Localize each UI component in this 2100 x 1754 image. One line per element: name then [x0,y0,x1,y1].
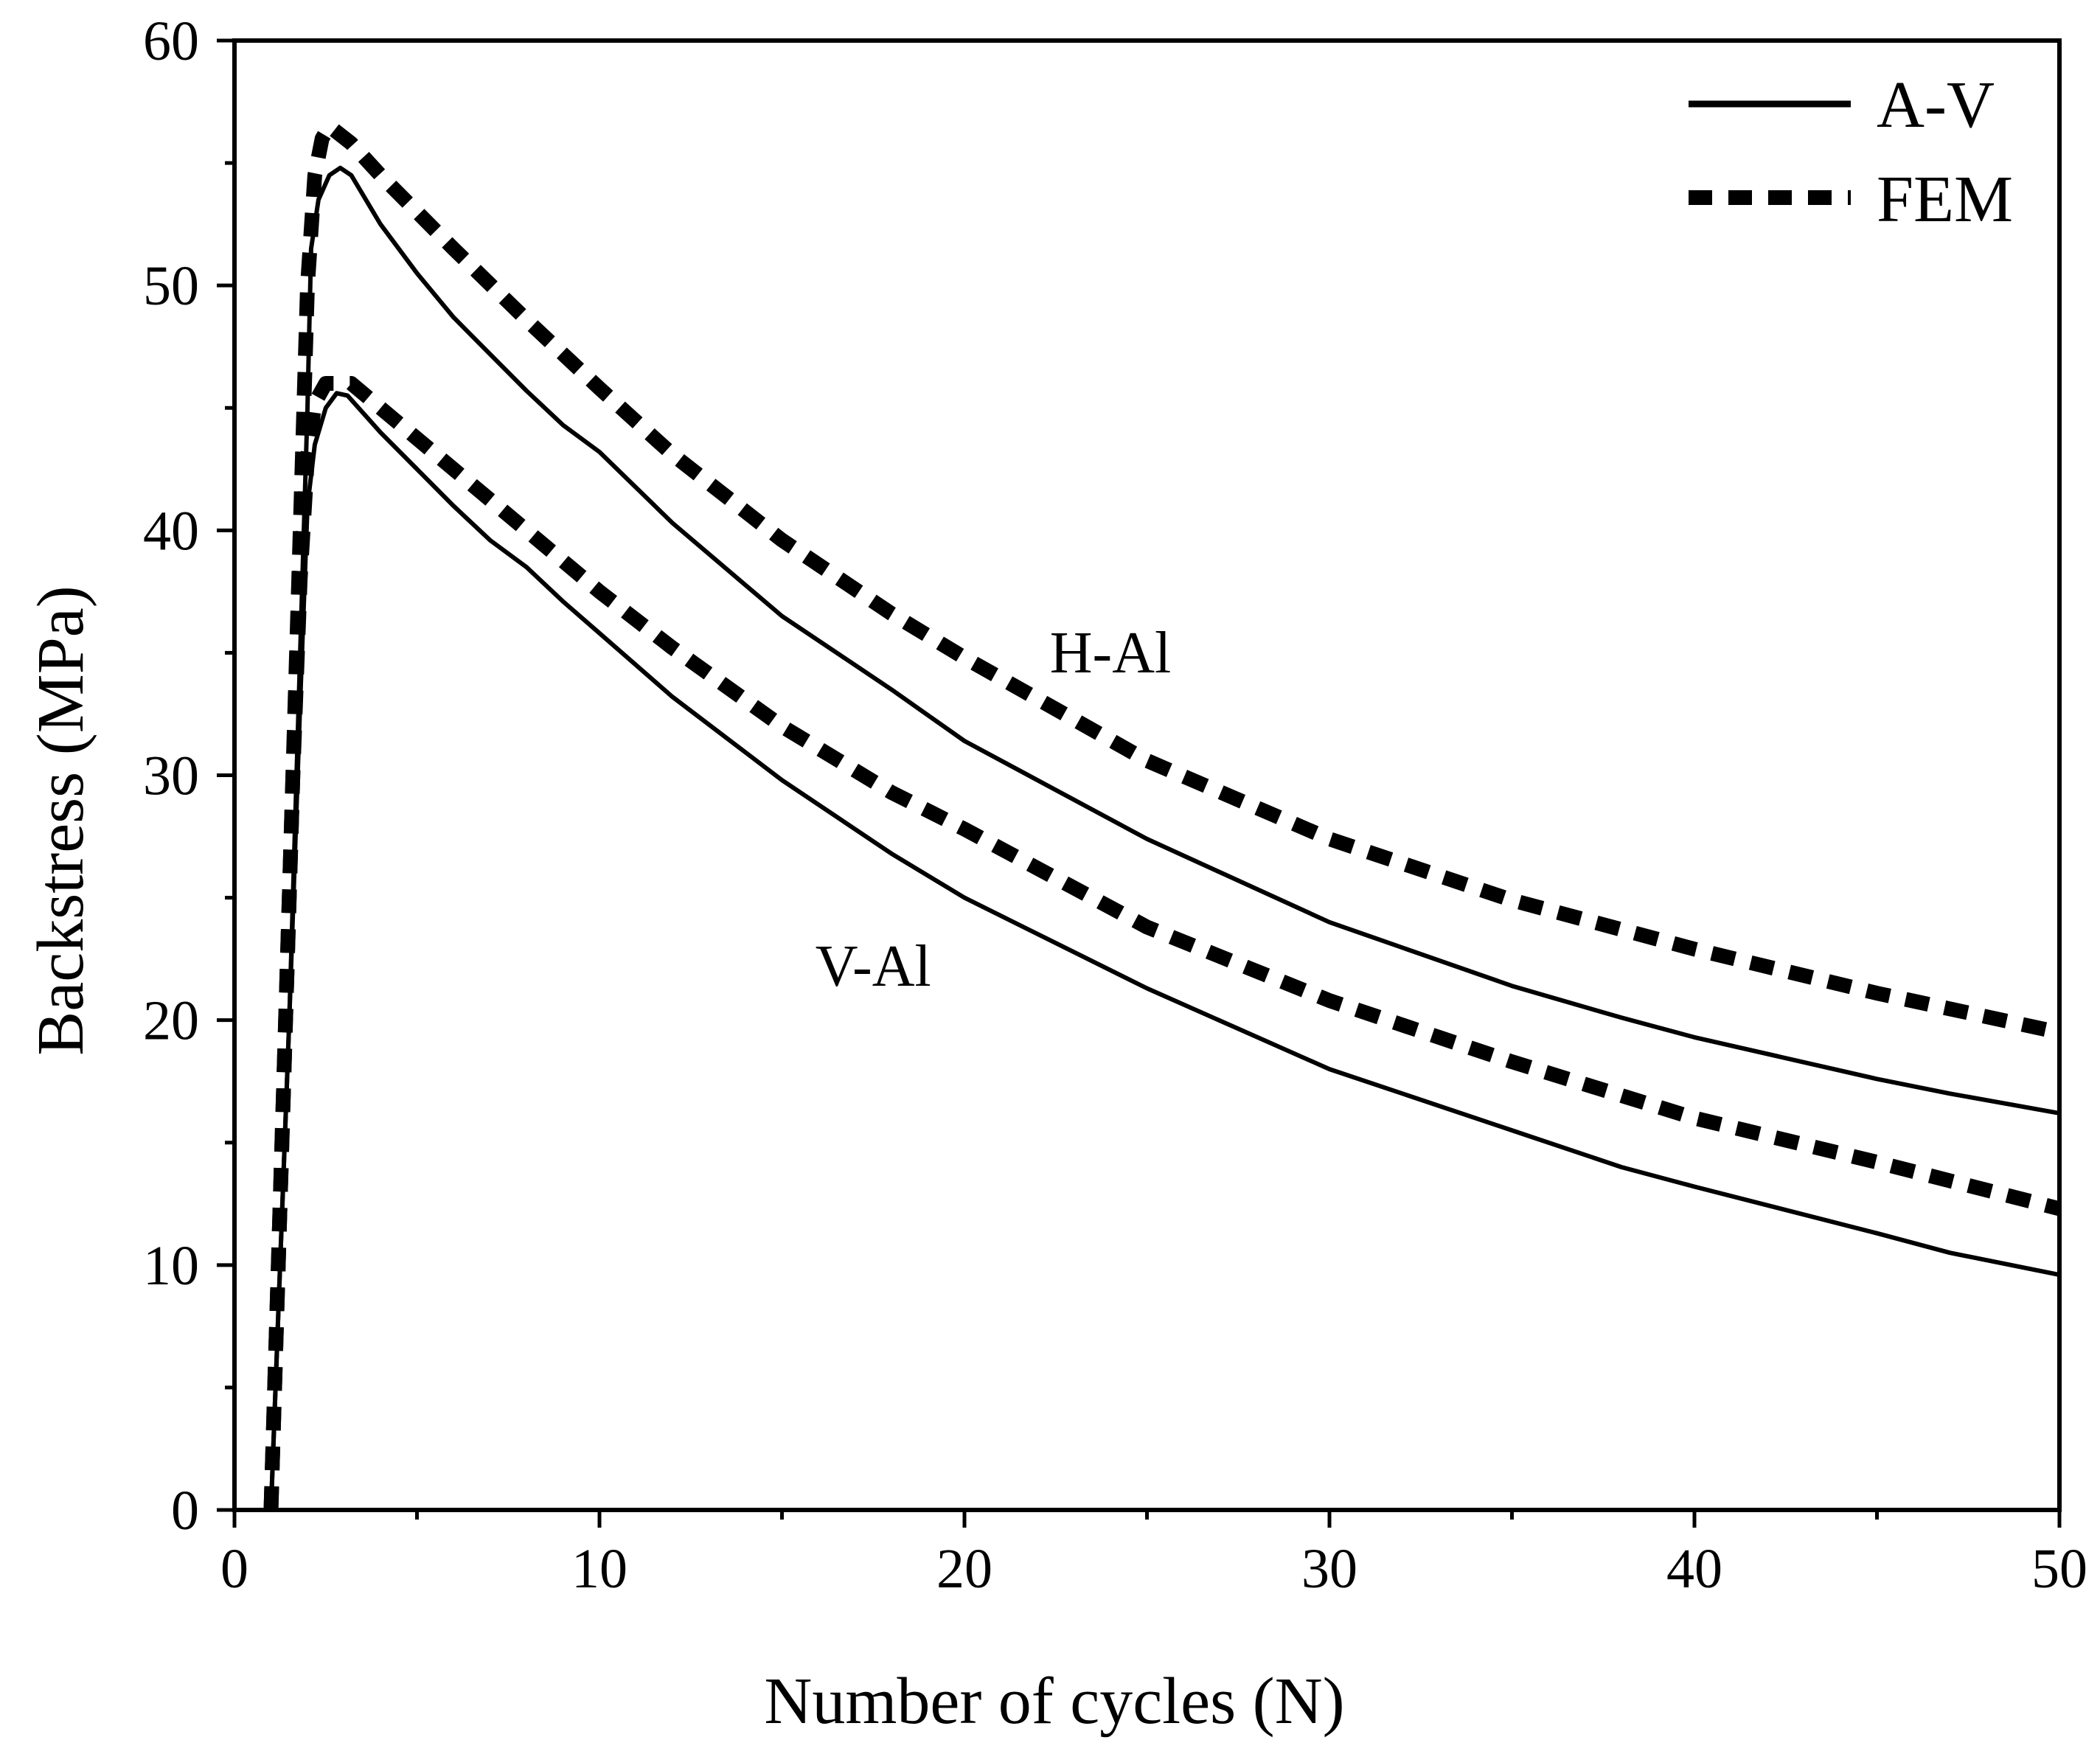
legend-label-av: A-V [1877,69,1995,142]
annotation-h-al: H-Al [1050,621,1171,686]
x-tick-label-30: 30 [1301,1538,1357,1600]
x-axis-title: Number of cycles (N) [764,1665,1344,1738]
legend-label-fem: FEM [1877,163,2013,236]
y-tick-label-10: 10 [143,1235,199,1297]
y-tick-label-60: 60 [143,10,199,72]
y-axis-title: Backstress (MPa) [24,585,97,1055]
series-line-4 [263,376,2062,1511]
annotation-v-al: V-Al [816,934,931,999]
plot-frame [232,38,2062,1512]
y-tick-label-40: 40 [143,500,199,562]
ticks-layer: 0 10 20 30 40 50 0 10 20 30 40 50 60 [143,10,2087,1600]
series-line-1 [268,165,2060,1511]
y-tick-label-50: 50 [143,255,199,317]
x-tick-label-10: 10 [571,1538,627,1600]
series-line-3 [268,391,2060,1511]
x-tick-label-50: 50 [2031,1538,2087,1600]
legend: A-V FEM [1689,69,2013,236]
y-tick-label-20: 20 [143,990,199,1052]
y-tick-label-30: 30 [143,745,199,807]
series-layer [263,119,2062,1511]
x-tick-label-40: 40 [1666,1538,1722,1600]
x-tick-label-0: 0 [220,1538,248,1600]
x-tick-label-20: 20 [936,1538,992,1600]
series-line-2 [263,119,2062,1511]
y-tick-label-0: 0 [171,1480,199,1542]
annotations-layer: H-Al V-Al [816,621,1172,999]
